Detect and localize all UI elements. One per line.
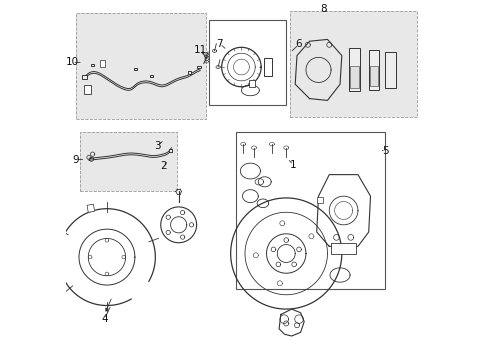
Circle shape: [166, 230, 171, 235]
FancyBboxPatch shape: [91, 64, 94, 66]
Circle shape: [296, 247, 301, 252]
Circle shape: [292, 262, 296, 267]
Text: 9: 9: [73, 154, 79, 165]
Circle shape: [166, 215, 171, 219]
Text: 2: 2: [160, 161, 167, 171]
Bar: [76, 13, 205, 119]
Bar: [236, 132, 385, 289]
Bar: [100, 60, 105, 67]
Text: 3: 3: [154, 141, 160, 151]
FancyBboxPatch shape: [82, 75, 87, 79]
Bar: [290, 11, 417, 117]
Text: 10: 10: [66, 57, 79, 67]
Bar: [80, 132, 177, 191]
Text: 4: 4: [101, 314, 108, 324]
Bar: [84, 85, 91, 94]
Text: 5: 5: [383, 145, 389, 156]
Bar: [80, 132, 177, 191]
Bar: [349, 48, 360, 91]
FancyBboxPatch shape: [188, 71, 191, 73]
Circle shape: [180, 235, 185, 239]
FancyBboxPatch shape: [197, 66, 201, 68]
Circle shape: [276, 262, 281, 267]
Bar: [385, 52, 395, 88]
Circle shape: [190, 223, 194, 227]
Bar: [264, 58, 272, 76]
Text: 11: 11: [194, 45, 207, 55]
Bar: [290, 11, 417, 117]
Bar: [317, 197, 323, 203]
Text: 8: 8: [320, 4, 327, 14]
Text: 1: 1: [290, 160, 297, 170]
Circle shape: [271, 247, 276, 252]
Text: 7: 7: [217, 39, 223, 49]
Bar: [49, 278, 58, 286]
Bar: [370, 66, 378, 86]
Bar: [248, 80, 255, 87]
FancyBboxPatch shape: [169, 149, 172, 152]
Bar: [368, 50, 379, 90]
Circle shape: [284, 238, 289, 242]
Bar: [76, 13, 205, 119]
Text: 6: 6: [295, 40, 302, 49]
Circle shape: [180, 210, 185, 215]
Bar: [331, 243, 356, 253]
FancyBboxPatch shape: [150, 75, 153, 77]
Bar: [350, 66, 359, 88]
FancyBboxPatch shape: [134, 68, 137, 70]
Bar: [87, 204, 95, 212]
Bar: [209, 21, 286, 105]
